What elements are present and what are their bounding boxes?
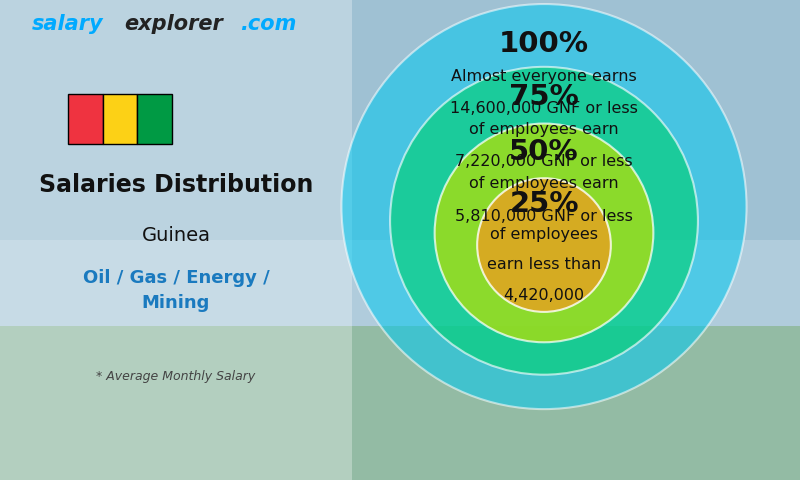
Bar [0, 0, 800, 240]
Text: Almost everyone earns: Almost everyone earns [451, 69, 637, 84]
Text: of employees earn: of employees earn [469, 176, 619, 191]
Text: Oil / Gas / Energy /
Mining: Oil / Gas / Energy / Mining [82, 269, 270, 312]
Text: 100%: 100% [499, 30, 589, 59]
Bar [0, 0, 352, 480]
Text: of employees: of employees [490, 227, 598, 242]
Text: 7,220,000 GNF or less: 7,220,000 GNF or less [455, 154, 633, 169]
Text: * Average Monthly Salary: * Average Monthly Salary [96, 370, 256, 383]
Text: Salaries Distribution: Salaries Distribution [39, 173, 313, 197]
Text: .com: .com [240, 14, 296, 35]
Text: earn less than: earn less than [487, 257, 601, 272]
Text: salary: salary [32, 14, 104, 35]
Circle shape [477, 178, 611, 312]
Text: of employees earn: of employees earn [469, 121, 619, 136]
Circle shape [342, 4, 746, 409]
Text: explorer: explorer [124, 14, 222, 35]
Text: 5,810,000 GNF or less: 5,810,000 GNF or less [455, 209, 633, 224]
Text: Guinea: Guinea [142, 226, 210, 245]
Text: 4,420,000: 4,420,000 [503, 288, 585, 302]
Text: 25%: 25% [510, 191, 578, 218]
Circle shape [390, 67, 698, 375]
Text: 50%: 50% [509, 138, 579, 166]
Text: 14,600,000 GNF or less: 14,600,000 GNF or less [450, 101, 638, 116]
Circle shape [434, 123, 654, 342]
Bar [0, 326, 800, 480]
Text: 75%: 75% [509, 83, 579, 111]
